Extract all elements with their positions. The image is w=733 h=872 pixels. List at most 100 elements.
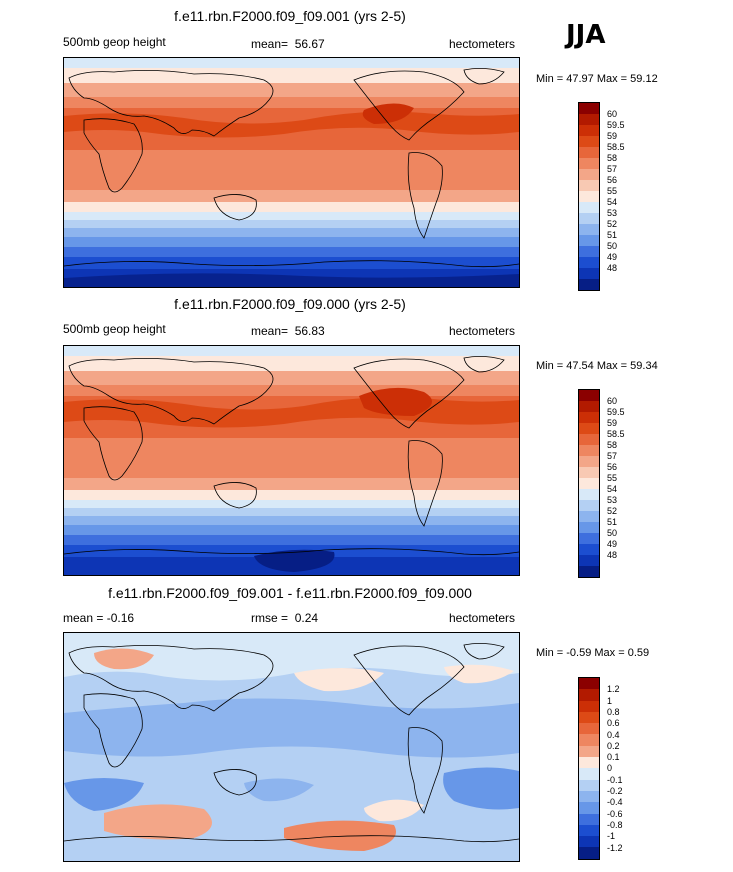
colorbar-swatch [579,456,599,467]
colorbar-swatch [579,836,599,848]
units-label: hectometers [449,324,516,338]
colorbar-swatch [579,268,599,279]
colorbar-swatch [579,412,599,423]
colorbar-swatch [579,445,599,456]
colorbar-swatch [579,555,599,566]
colorbar-tick-label: 56 [607,175,618,185]
colorbar-swatch [579,533,599,544]
colorbar-swatch [579,257,599,268]
colorbar-tick-label: -0.4 [607,797,623,808]
colorbar-tick-label: 59.5 [607,407,625,417]
colorbar-swatch [579,734,599,746]
colorbar-swatch [579,434,599,445]
colorbar-swatch [579,511,599,522]
colorbar-tick-label: 51 [607,230,618,240]
colorbar-tick-label: 50 [607,241,618,251]
colorbar-001 [578,102,600,291]
colorbar-swatch [579,478,599,489]
colorbar-tick-label: 57 [607,164,618,174]
colorbar-tick-label: -0.1 [607,774,623,785]
panel-title: f.e11.rbn.F2000.f09_f09.001 - f.e11.rbn.… [108,585,472,601]
colorbar-swatch [579,103,599,114]
colorbar-swatch [579,847,599,859]
season-label: JJA [566,20,606,50]
colorbar-swatch [579,768,599,780]
colorbar-swatch [579,500,599,511]
colorbar-tick-label: -0.2 [607,786,623,796]
colorbar-swatch [579,202,599,213]
colorbar-tick-label: -1.2 [607,842,623,853]
colorbar-tick-label: 60 [607,396,618,406]
mean-label: mean= 56.83 [251,324,325,338]
colorbar-tick-label: 50 [607,528,618,538]
colorbar-swatch [579,246,599,257]
colorbar-swatch [579,191,599,202]
colorbar-tick-label: 58 [607,153,618,163]
colorbar-swatch [579,213,599,224]
colorbar-swatch [579,125,599,136]
geopotential-map-001 [63,57,520,288]
colorbar-swatch [579,723,599,735]
colorbar-swatch [579,566,599,577]
colorbar-swatch [579,522,599,533]
colorbar-tick-label: 54 [607,197,618,207]
units-label: hectometers [449,37,516,51]
colorbar-tick-label: 58.5 [607,429,625,439]
colorbar-swatch [579,136,599,147]
colorbar-tick-label: 52 [607,219,618,229]
rmse-label: rmse = 0.24 [251,611,319,625]
colorbar-tick-label: 59 [607,131,618,141]
colorbar-tick-label: 48 [607,263,618,273]
colorbar-tick-label: -0.8 [607,819,623,830]
colorbar-swatch [579,700,599,712]
colorbar-tick-label: -1 [607,831,616,842]
colorbar-tick-label: 54 [607,484,618,494]
colorbar-tick-label: -0.6 [607,808,623,819]
mean-label: mean = -0.16 [63,611,135,625]
colorbar-tick-label: 1 [607,695,613,706]
colorbar-tick-label: 56 [607,462,618,472]
colorbar-000 [578,389,600,578]
colorbar-tick-label: 0.4 [607,729,620,740]
units-label: hectometers [449,611,516,625]
field-label: 500mb geop height [63,35,166,49]
colorbar-tick-label: 58 [607,440,618,450]
colorbar-swatch [579,114,599,125]
colorbar-swatch [579,824,599,837]
colorbar-swatch [579,757,599,769]
geopotential-map-000 [63,345,520,576]
colorbar-tick-label: 59 [607,418,618,428]
colorbar-tick-label: 0.8 [607,706,620,717]
panel-title: f.e11.rbn.F2000.f09_f09.001 (yrs 2-5) [174,8,406,24]
colorbar-swatch [579,158,599,169]
colorbar-swatch [579,779,599,791]
colorbar-tick-label: 53 [607,495,618,505]
colorbar-tick-label: 55 [607,473,618,483]
colorbar-difference [578,677,600,860]
colorbar-tick-label: 60 [607,109,618,119]
colorbar-swatch [579,390,599,401]
colorbar-tick-label: 55 [607,186,618,196]
colorbar-swatch [579,711,599,724]
colorbar-tick-label: 49 [607,252,618,262]
colorbar-swatch [579,401,599,412]
colorbar-tick-label: 52 [607,506,618,516]
colorbar-tick-label: 48 [607,550,618,560]
field-label: 500mb geop height [63,322,166,336]
colorbar-swatch [579,790,599,803]
colorbar-tick-label: 0.1 [607,752,620,763]
colorbar-tick-label: 49 [607,539,618,549]
colorbar-tick-label: 0.2 [607,740,620,751]
colorbar-swatch [579,147,599,158]
colorbar-swatch [579,678,599,690]
colorbar-tick-label: 58.5 [607,142,625,152]
colorbar-tick-label: 57 [607,451,618,461]
minmax-label: Min = -0.59 Max = 0.59 [536,647,650,659]
colorbar-swatch [579,745,599,758]
colorbar-swatch [579,180,599,191]
colorbar-swatch [579,169,599,180]
colorbar-tick-label: 51 [607,517,618,527]
colorbar-tick-label: 59.5 [607,120,625,130]
colorbar-swatch [579,489,599,500]
colorbar-swatch [579,544,599,555]
